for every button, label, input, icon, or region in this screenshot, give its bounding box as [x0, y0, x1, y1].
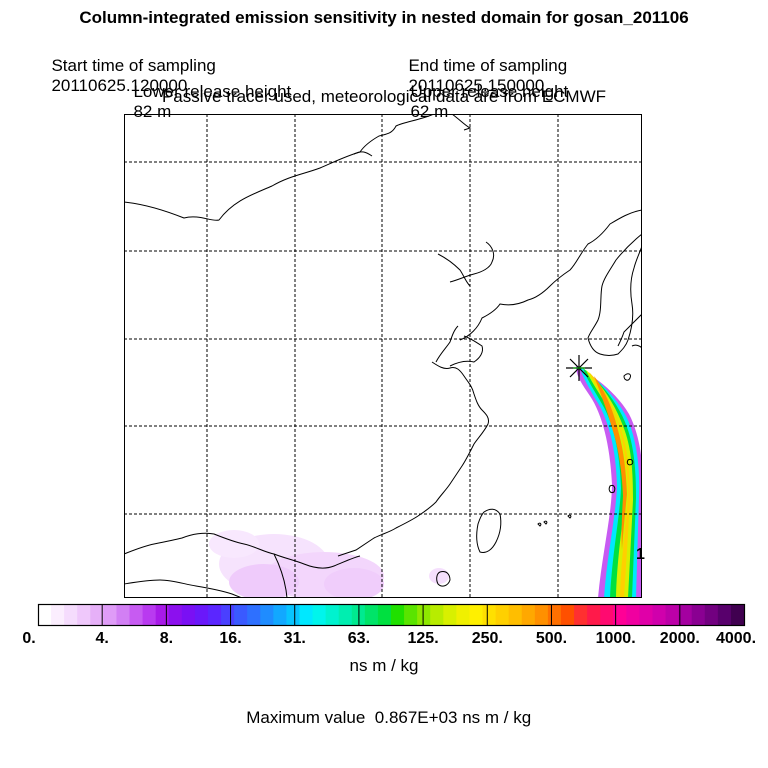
colorbar-segment: [90, 604, 104, 626]
end-value-text: 20110625.150000: [408, 76, 545, 95]
max-label: Maximum value: [246, 708, 366, 727]
colorbar-tick-label: 250.: [471, 630, 503, 647]
colorbar-segment: [691, 604, 706, 626]
colorbar-segment: [639, 604, 654, 626]
colorbar-segment: [103, 604, 118, 626]
colorbar-segment: [652, 604, 667, 626]
colorbar-segment: [181, 604, 196, 626]
start-label-text: Start time of sampling: [51, 56, 216, 75]
colorbar-tick-label: 0.: [22, 630, 36, 647]
colorbar-segment: [77, 604, 91, 626]
colorbar-segment: [260, 604, 274, 626]
colorbar-segment: [247, 604, 261, 626]
colorbar-segment: [521, 604, 536, 626]
colorbar-segment: [665, 604, 680, 626]
colorbar-segment: [129, 604, 144, 626]
colorbar-segment: [717, 604, 732, 626]
colorbar-segment: [704, 604, 719, 626]
colorbar-tick-label: 63.: [347, 630, 371, 647]
release-site-marker: [566, 355, 592, 381]
colorbar-segment: [626, 604, 640, 626]
colorbar-segment: [312, 604, 327, 626]
colorbar-segment: [495, 604, 510, 626]
colorbar-tick-label: 125.: [407, 630, 439, 647]
start-time-label: Start time of sampling 20110625.120000: [42, 36, 216, 96]
colorbar-segment: [508, 604, 523, 626]
end-label-text: End time of sampling: [408, 56, 568, 75]
colorbar-tick-label: 16.: [219, 630, 242, 647]
tracer-note: Passive tracer used, meteorological data…: [161, 87, 607, 106]
colorbar-segment: [469, 604, 484, 626]
sensitivity-patch-southwest: [209, 530, 449, 598]
colorbar-tick-label: 2000.: [659, 630, 700, 647]
lat-lon-grid: [124, 114, 642, 598]
map-frame: [124, 114, 642, 598]
colorbar-segment: [273, 604, 287, 626]
colorbar-tick-label: 31.: [283, 630, 306, 647]
colorbar-segment: [194, 604, 209, 626]
colorbar-segment: [560, 604, 575, 626]
plot-title: Column-integrated emission sensitivity i…: [79, 8, 689, 27]
colorbar-segment: [547, 604, 562, 626]
colorbar-segment: [142, 604, 157, 626]
colorbar-segment: [391, 604, 405, 626]
colorbar: [37, 603, 746, 627]
colorbar-segment: [299, 604, 314, 626]
colorbar-segments: [38, 604, 745, 626]
emission-sensitivity-plume: [576, 366, 642, 598]
colorbar-segment: [207, 604, 222, 626]
colorbar-tick-label: 4.: [95, 630, 109, 647]
colorbar-tick-label: 1000.: [595, 630, 636, 647]
colorbar-segment: [443, 604, 457, 626]
colorbar-segment: [587, 604, 601, 626]
colorbar-dividers: [101, 604, 681, 626]
colorbar-segment: [234, 604, 248, 626]
upper-label-text: Upper release height: [410, 82, 569, 101]
colorbar-segment: [600, 604, 614, 626]
start-value-text: 20110625.120000: [51, 76, 188, 95]
colorbar-segment: [534, 604, 549, 626]
colorbar-segment: [325, 604, 340, 626]
lower-value-text: 82 m: [133, 102, 172, 121]
colorbar-segment: [678, 604, 693, 626]
colorbar-segment: [417, 604, 431, 626]
upper-height-label: Upper release height 62 m: [401, 62, 578, 122]
colorbar-frame: [37, 603, 746, 627]
colorbar-segment: [364, 604, 379, 626]
colorbar-segment: [456, 604, 471, 626]
colorbar-segment: [64, 604, 78, 626]
colorbar-tick-label: 8.: [159, 630, 174, 647]
colorbar-segment: [286, 604, 301, 626]
max-value: 0.867E+03: [374, 708, 458, 727]
lower-height-label: Lower release height 82 m: [124, 62, 301, 122]
colorbar-segment: [404, 604, 418, 626]
colorbar-segment: [482, 604, 497, 626]
lower-label-text: Lower release height: [133, 82, 292, 101]
map-panel: [124, 114, 642, 598]
map-edge-label: 1: [636, 546, 645, 563]
colorbar-segment: [168, 604, 183, 626]
coastlines: [124, 114, 642, 598]
max-units: ns m / kg: [462, 708, 532, 727]
colorbar-segment: [51, 604, 65, 626]
colorbar-segment: [377, 604, 392, 626]
colorbar-tick-label: 4000.: [715, 630, 757, 647]
colorbar-segment: [338, 604, 353, 626]
colorbar-tick-label: 500.: [535, 630, 568, 647]
colorbar-segment: [574, 604, 588, 626]
colorbar-segment: [430, 604, 444, 626]
colorbar-segment: [221, 604, 235, 626]
upper-value-text: 62 m: [410, 102, 449, 121]
end-time-label: End time of sampling 20110625.150000: [399, 36, 567, 96]
colorbar-segment: [613, 604, 627, 626]
colorbar-segment: [38, 604, 52, 626]
colorbar-units: ns m / kg: [349, 656, 419, 675]
colorbar-segment: [730, 604, 745, 626]
maximum-value-line: Maximum value 0.867E+03 ns m / kg: [0, 688, 768, 728]
colorbar-segment: [155, 604, 170, 626]
colorbar-segment: [116, 604, 131, 626]
